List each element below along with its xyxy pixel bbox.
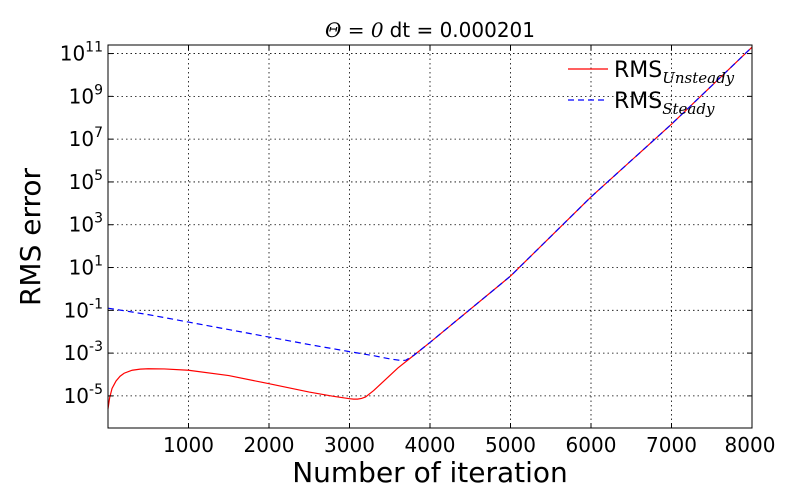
- y-axis-title: RMS error: [14, 167, 47, 306]
- x-axis-title: Number of iteration: [292, 456, 568, 489]
- series-layer: [107, 46, 753, 409]
- ticks: 1000 2000 3000 4000 5000 6000 7000 8000 10-5 10-3…: [60, 40, 776, 457]
- y-tick-label: 103: [69, 211, 103, 237]
- x-tick-label: 4000: [405, 433, 456, 457]
- x-tick-label: 3000: [324, 433, 375, 457]
- y-tick-label: 109: [69, 82, 103, 108]
- legend-label-steady-subscript: Steady: [662, 100, 715, 118]
- y-tick-label: 10-3: [64, 339, 103, 365]
- y-tick-label: 105: [69, 168, 103, 194]
- legend-label-unsteady-subscript: Unsteady: [662, 69, 734, 87]
- chart-title-math: Θ = 0: [325, 18, 384, 42]
- legend-label-steady-name: RMS: [614, 89, 662, 114]
- legend-label-unsteady-name: RMS: [614, 58, 662, 83]
- legend-label-steady: RMSSteady: [614, 89, 715, 118]
- x-tick-label: 2000: [244, 433, 295, 457]
- x-tick-label: 5000: [485, 433, 536, 457]
- x-tick-label: 6000: [566, 433, 617, 457]
- y-tick-label: 101: [69, 254, 103, 280]
- legend-label-unsteady: RMSUnsteady: [614, 58, 735, 87]
- x-tick-label: 8000: [725, 433, 776, 457]
- chart-title-text: dt = 0.000201: [390, 18, 535, 42]
- y-tick-label: 10-5: [64, 382, 103, 408]
- x-tick-label: 7000: [646, 433, 697, 457]
- y-tick-label: 107: [69, 125, 103, 151]
- series-line-steady: [107, 46, 753, 362]
- chart-title: Θ = 0 dt = 0.000201: [325, 18, 535, 42]
- y-tick-label: 10-1: [64, 296, 103, 322]
- legend: RMSUnsteady RMSSteady: [568, 58, 735, 118]
- y-tick-label: 1011: [60, 40, 103, 66]
- series-line-unsteady: [107, 46, 753, 409]
- x-tick-label: 1000: [163, 433, 214, 457]
